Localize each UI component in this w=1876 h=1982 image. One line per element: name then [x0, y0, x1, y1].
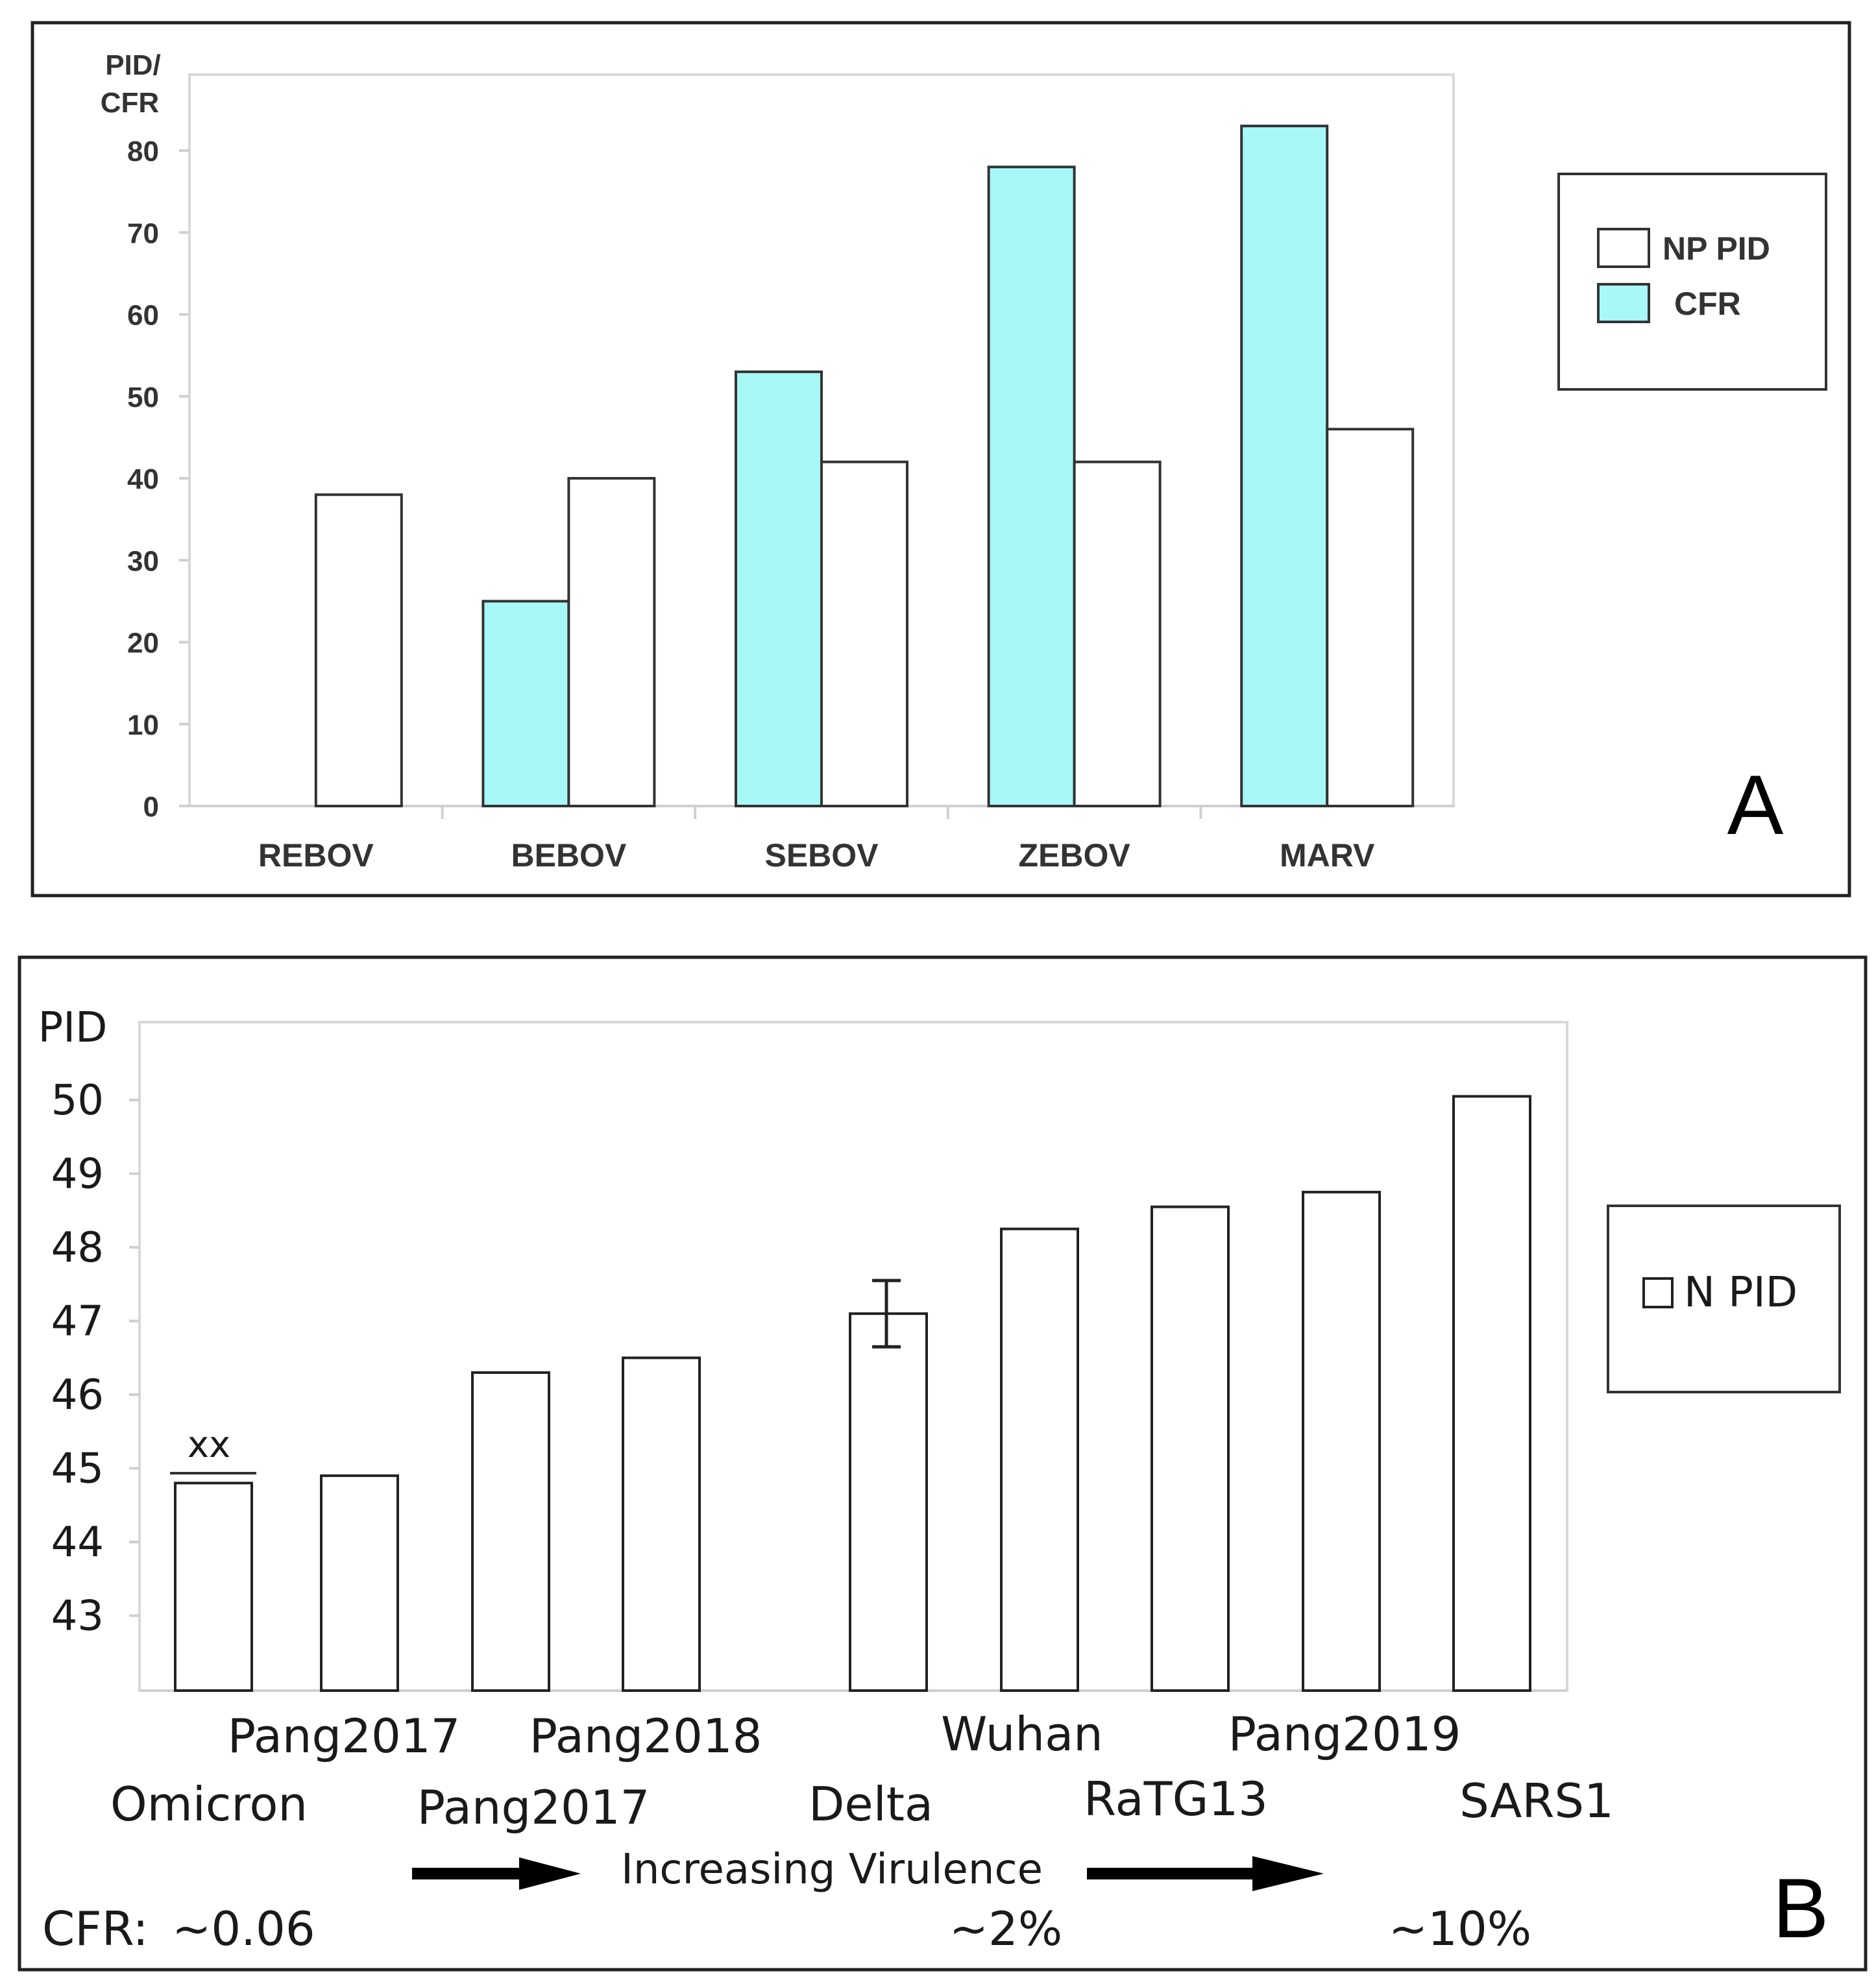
bar-np-pid-marv [1326, 428, 1415, 807]
category-label: Delta [809, 1777, 933, 1831]
panel-a-category-label: SEBOV [764, 837, 879, 874]
panel-a-tick-label: 20 [127, 628, 159, 659]
bar-cfr-marv [1240, 125, 1329, 807]
category-label: Pang2018 [530, 1709, 762, 1763]
panel-a-label: A [1727, 757, 1784, 852]
panel-a-tick-label: 40 [127, 463, 159, 495]
legend-swatch-n-pid [1642, 1277, 1674, 1308]
panel-b-tick-label: 49 [51, 1151, 104, 1199]
category-label: Wuhan [941, 1707, 1103, 1761]
category-label: Pang2017 [417, 1780, 650, 1835]
panel-a: 80 70 60 50 40 30 20 10 0 REBOV BEBOV SEBOV ZEBOV MA… [30, 21, 1851, 898]
bar-n-pid-pang2019 [1302, 1190, 1381, 1692]
cfr-label: CFR: [42, 1902, 149, 1956]
panel-a-legend-box [1557, 173, 1827, 391]
category-label: SARS1 [1459, 1774, 1614, 1828]
legend-swatch-cfr [1597, 283, 1650, 323]
bar-n-pid-ratg13 [1151, 1205, 1230, 1692]
panel-a-tick-label: 70 [127, 217, 159, 249]
bar-n-pid-omicron [174, 1482, 253, 1692]
panel-b-tick-label: 46 [51, 1371, 104, 1419]
panel-a-tick-label: 30 [127, 545, 159, 577]
category-label: Pang2017 [228, 1709, 461, 1763]
panel-b-y-label: PID [38, 1004, 108, 1052]
panel-b-bars [174, 1095, 1531, 1693]
bar-n-pid-delta [849, 1312, 928, 1692]
cfr-value-omicron: ~0.06 [172, 1902, 315, 1956]
omicron-xx-annotation: xx [188, 1424, 230, 1466]
panel-b-tick-label: 45 [51, 1445, 104, 1493]
panel-a-border [30, 21, 1851, 898]
panel-b-legend-box [1607, 1205, 1841, 1393]
bar-n-pid-wuhan [1000, 1227, 1079, 1692]
legend-label-n-pid: N PID [1684, 1269, 1797, 1317]
legend-label-cfr: CFR [1674, 286, 1741, 322]
panel-b-tick-label: 48 [51, 1224, 104, 1272]
category-label: Omicron [110, 1777, 308, 1831]
bar-n-pid-pang2018 [622, 1356, 701, 1692]
bar-np-pid-bebov [567, 477, 656, 807]
panel-a-tick-label: 80 [127, 136, 159, 167]
panel-b-label: B [1773, 1861, 1829, 1955]
virulence-arrow-left [412, 1857, 581, 1890]
panel-b: 50 49 48 47 46 45 44 43 PID xx Pang2017 Pang201… [18, 955, 1868, 1972]
category-label: RaTG13 [1084, 1772, 1268, 1826]
panel-b-category-labels-lower: Omicron Pang2017 Delta RaTG13 SARS1 [110, 1772, 1614, 1835]
panel-b-tick-label: 43 [51, 1593, 104, 1641]
panel-a-category-label: BEBOV [511, 837, 626, 874]
panel-a-y-label-line2: CFR [101, 87, 159, 119]
bar-n-pid-sars1 [1452, 1095, 1531, 1692]
panel-a-category-label: ZEBOV [1018, 837, 1130, 874]
panel-a-legend: NP PID CFR [1557, 173, 1827, 391]
cfr-value-sars1: ~10% [1389, 1902, 1531, 1956]
panel-b-border [18, 955, 1868, 1972]
bar-np-pid-rebov [314, 493, 403, 807]
panel-a-y-label-line1: PID/ [105, 49, 161, 81]
panel-b-tick-label: 50 [51, 1077, 104, 1125]
panel-a-bars [314, 125, 1415, 807]
bar-cfr-bebov [481, 600, 570, 807]
error-bar-delta [872, 1279, 901, 1349]
bar-np-pid-sebov [820, 460, 908, 807]
panel-a-category-label: MARV [1280, 837, 1375, 874]
bar-cfr-sebov [735, 370, 823, 807]
panel-a-category-label: REBOV [258, 837, 374, 874]
panel-a-category-labels: REBOV BEBOV SEBOV ZEBOV MARV [258, 837, 1375, 874]
bar-n-pid-pang2017 [320, 1474, 399, 1693]
virulence-arrow-right [1087, 1856, 1324, 1891]
cfr-value-delta: ~2% [949, 1902, 1063, 1956]
bar-cfr-zebov [987, 165, 1076, 807]
legend-swatch-np-pid [1597, 228, 1650, 268]
bar-np-pid-zebov [1073, 460, 1162, 807]
category-label: Pang2019 [1228, 1707, 1461, 1761]
panel-a-tick-label: 10 [127, 709, 159, 741]
panel-b-category-labels-upper: Pang2017 Pang2018 Wuhan Pang2019 [228, 1707, 1461, 1763]
panel-a-tick-label: 0 [143, 791, 159, 823]
panel-a-tick-label: 60 [127, 300, 159, 332]
bar-n-pid-pang2017 [471, 1371, 550, 1692]
legend-label-np-pid: NP PID [1663, 230, 1770, 267]
increasing-virulence-label: Increasing Virulence [621, 1846, 1043, 1894]
panel-a-tick-label: 50 [127, 382, 159, 413]
panel-b-tick-label: 47 [51, 1298, 104, 1346]
panel-b-legend: N PID [1607, 1205, 1841, 1393]
panel-b-tick-label: 44 [51, 1519, 104, 1567]
